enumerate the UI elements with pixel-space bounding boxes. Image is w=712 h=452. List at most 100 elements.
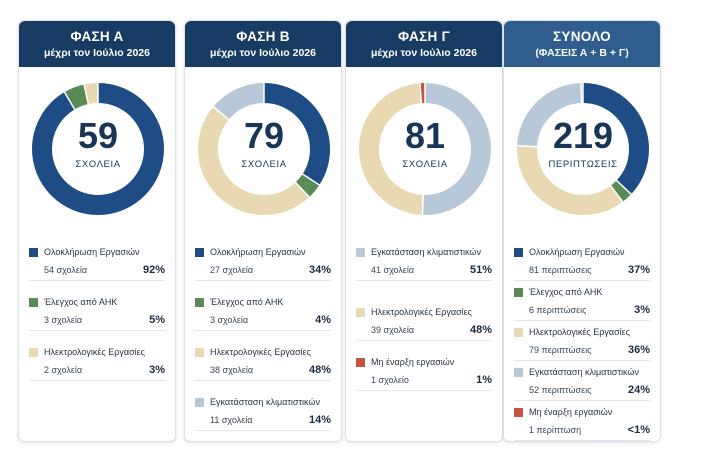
card-header: ΦΑΣΗ Α μέχρι τον Ιούλιο 2026 (19, 21, 175, 67)
total-label: ΣΧΟΛΕΙΑ (241, 159, 287, 170)
donut-slice-2 (359, 83, 491, 215)
legend-percent: 34% (308, 264, 331, 276)
donut-svg (198, 82, 330, 215)
legend-count: 39 σχολεία (371, 325, 415, 335)
legend-label: Ολοκλήρωση Εργασιών (529, 247, 625, 257)
legend-swatch (29, 248, 38, 257)
legend-percent: 48% (469, 324, 492, 336)
legend-item: Εγκατάσταση κλιματιστικών 11 σχολεία 14% (195, 396, 331, 431)
donut-chart: 79 ΣΧΟΛΕΙΑ (194, 79, 334, 219)
legend-label: Μη έναρξη εργασιών (529, 407, 613, 417)
slice-separator (83, 83, 90, 106)
slice-separator (294, 181, 311, 199)
legend-label: Μη έναρξη εργασιών (371, 357, 455, 367)
total-number: 79 (243, 115, 285, 156)
legend-percent: 24% (627, 384, 650, 396)
card-header: ΦΑΣΗ Β μέχρι τον Ιούλιο 2026 (185, 21, 341, 67)
legend-count: 3 σχολεία (44, 315, 83, 325)
donut-chart: 81 ΣΧΟΛΕΙΑ (355, 79, 495, 219)
slice-separator (609, 184, 624, 203)
legend-label: Εγκατάσταση κλιματιστικών (529, 367, 639, 377)
legend-count: 41 σχολεία (371, 265, 415, 275)
chart-card-1: ΦΑΣΗ Α μέχρι τον Ιούλιο 2026 59 ΣΧΟΛΕΙΑ Ολοκ… (18, 20, 176, 442)
legend-swatch (195, 298, 204, 307)
slice-separator (421, 193, 425, 216)
legend-count: 3 σχολεία (210, 315, 249, 325)
slice-separator (419, 82, 423, 105)
legend-swatch (356, 308, 365, 317)
legend-label: Ολοκλήρωση Εργασιών (210, 247, 306, 257)
legend-percent: 3% (634, 304, 650, 316)
legend-count: 2 σχολεία (44, 365, 83, 375)
chart-card-4: ΣΥΝΟΛΟ (ΦΑΣΕΙΣ Α + Β + Γ) 219 ΠΕΡΙΠΤΩΣΕΙΣ Ολ… (503, 20, 661, 442)
total-number: 59 (77, 115, 119, 156)
legend-percent: 51% (469, 264, 492, 276)
chart-title: ΦΑΣΗ Α (70, 28, 124, 44)
legend-count: 38 σχολεία (210, 365, 254, 375)
legend-item: Έλεγχος από ΑΗΚ 3 σχολεία 4% (195, 296, 331, 331)
legend-swatch (195, 348, 204, 357)
chart-card-3: ΦΑΣΗ Γ μέχρι τον Ιούλιο 2026 81 ΣΧΟΛΕΙΑ Εγκα… (345, 20, 503, 442)
chart-subtitle: μέχρι τον Ιούλιο 2026 (371, 46, 477, 59)
chart-subtitle: (ΦΑΣΕΙΣ Α + Β + Γ) (535, 46, 629, 59)
legend-label: Έλεγχος από ΑΗΚ (210, 297, 284, 307)
chart-title: ΣΥΝΟΛΟ (553, 28, 611, 44)
legend-item: Μη έναρξη εργασιών 1 περίπτωση <1% (514, 406, 650, 441)
legend-label: Ηλεκτρολογικές Εργασίες (210, 347, 311, 357)
legend-item: Ηλεκτρολογικές Εργασίες 39 σχολεία 48% (356, 306, 492, 341)
legend-swatch (514, 248, 523, 257)
donut-slice-3 (517, 83, 649, 215)
legend-count: 52 περιπτώσεις (529, 385, 592, 395)
legend-label: Ηλεκτρολογικές Εργασίες (44, 347, 145, 357)
donut-chart: 219 ΠΕΡΙΠΤΩΣΕΙΣ (513, 79, 653, 219)
legend-label: Έλεγχος από ΑΗΚ (529, 287, 603, 297)
legend-item: Έλεγχος από ΑΗΚ 6 περιπτώσεις 3% (514, 286, 650, 321)
legend-percent: 36% (627, 344, 650, 356)
legend-swatch (195, 398, 204, 407)
legend-percent: 3% (149, 364, 165, 376)
legend-label: Ολοκλήρωση Εργασιών (44, 247, 140, 257)
legend-count: 1 περίπτωση (529, 425, 582, 435)
legend-label: Εγκατάσταση κλιματιστικών (210, 397, 320, 407)
slice-separator (212, 105, 230, 121)
legend-label: Έλεγχος από ΑΗΚ (44, 297, 118, 307)
legend-percent: 14% (308, 414, 331, 426)
donut-svg (516, 82, 649, 215)
total-number: 81 (404, 115, 446, 156)
legend-swatch (356, 358, 365, 367)
legend-swatch (356, 248, 365, 257)
legend-swatch (514, 328, 523, 337)
legend-percent: 1% (476, 374, 492, 386)
legend-item: Ηλεκτρολογικές Εργασίες 38 σχολεία 48% (195, 346, 331, 381)
chart-subtitle: μέχρι τον Ιούλιο 2026 (210, 46, 316, 59)
legend-count: 6 περιπτώσεις (529, 305, 587, 315)
slice-separator (615, 179, 633, 196)
total-number: 219 (552, 115, 614, 156)
legend-item: Έλεγχος από ΑΗΚ 3 σχολεία 5% (29, 296, 165, 331)
donut-svg (32, 82, 164, 215)
legend-swatch (29, 348, 38, 357)
legend-percent: 4% (315, 314, 331, 326)
legend-count: 79 περιπτώσεις (529, 345, 592, 355)
chart-subtitle: μέχρι τον Ιούλιο 2026 (44, 46, 150, 59)
donut-svg (359, 82, 491, 216)
legend-swatch (514, 368, 523, 377)
total-label: ΣΧΟΛΕΙΑ (75, 159, 121, 170)
chart-card-2: ΦΑΣΗ Β μέχρι τον Ιούλιο 2026 79 ΣΧΟΛΕΙΑ Ολοκ… (184, 20, 342, 442)
legend-count: 27 σχολεία (210, 265, 254, 275)
legend-item: Ηλεκτρολογικές Εργασίες 79 περιπτώσεις 36% (514, 326, 650, 361)
legend-count: 11 σχολεία (210, 415, 253, 425)
legend-percent: 48% (308, 364, 331, 376)
card-header: ΣΥΝΟΛΟ (ΦΑΣΕΙΣ Α + Β + Γ) (504, 21, 660, 67)
legend-label: Ηλεκτρολογικές Εργασίες (529, 327, 630, 337)
legend-count: 54 σχολεία (44, 265, 88, 275)
legend-swatch (514, 408, 523, 417)
chart-title: ΦΑΣΗ Β (236, 28, 290, 44)
legend-swatch (29, 298, 38, 307)
slice-separator (63, 90, 76, 111)
legend-count: 81 περιπτώσεις (529, 265, 592, 275)
donut-chart: 59 ΣΧΟΛΕΙΑ (28, 79, 168, 219)
legend-item: Ολοκλήρωση Εργασιών 54 σχολεία 92% (29, 246, 165, 281)
legend-item: Εγκατάσταση κλιματιστικών 52 περιπτώσεις 2… (514, 366, 650, 401)
legend-item: Μη έναρξη εργασιών 1 σχολείο 1% (356, 356, 492, 391)
